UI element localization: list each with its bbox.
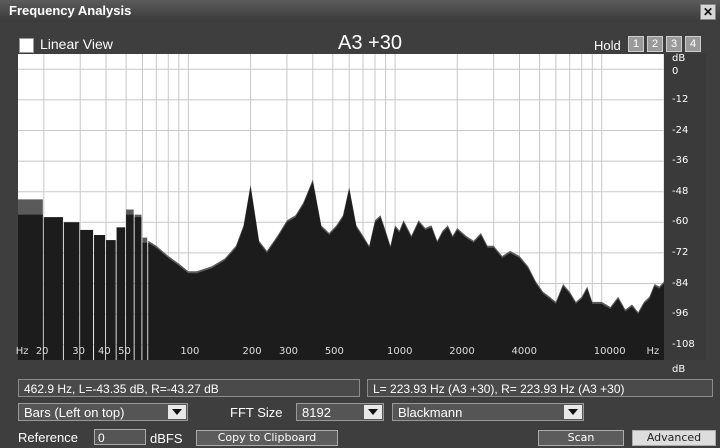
window-function-select[interactable]: Blackmann: [392, 403, 584, 421]
spectrum-bar-left: [142, 242, 148, 360]
frequency-tick-label: Hz: [646, 346, 660, 357]
chevron-down-icon[interactable]: [168, 405, 186, 419]
fft-size-label: FFT Size: [230, 405, 283, 420]
close-icon[interactable]: ✕: [700, 4, 716, 20]
fft-size-value: 8192: [302, 405, 331, 420]
display-mode-value: Bars (Left on top): [24, 405, 125, 420]
frequency-tick-label: 40: [98, 346, 111, 357]
spectrum-bar-left: [63, 222, 80, 360]
spectrum-bar-left: [80, 229, 94, 360]
db-tick-label: -84: [672, 277, 689, 289]
cursor-readout: 462.9 Hz, L=-43.35 dB, R=-43.27 dB: [18, 379, 360, 397]
db-tick-label: dB: [672, 364, 686, 376]
db-tick-label: 0: [672, 65, 679, 77]
frequency-tick-label: 500: [324, 346, 344, 357]
db-tick-label: -108: [672, 338, 695, 350]
window-function-value: Blackmann: [398, 405, 463, 420]
frequency-tick-label: Hz: [15, 346, 29, 357]
peak-readout: L= 223.93 Hz (A3 +30), R= 223.93 Hz (A3 …: [367, 379, 713, 397]
frequency-tick-label: 300: [278, 346, 299, 357]
spectrum-bar-left: [18, 214, 43, 360]
chevron-down-icon[interactable]: [564, 405, 582, 419]
frequency-tick-label: 4000: [511, 346, 537, 357]
frequency-tick-label: 200: [242, 346, 262, 357]
note-readout: A3 +30: [338, 32, 402, 54]
frequency-tick-label: 2000: [449, 346, 475, 357]
hold-button-3[interactable]: 3: [666, 36, 682, 52]
frequency-tick-label: 30: [72, 346, 85, 357]
db-tick-label: -60: [672, 216, 689, 228]
linear-view-label[interactable]: Linear View: [40, 36, 113, 52]
frequency-tick-label: 20: [35, 346, 49, 357]
db-tick-label: -48: [672, 185, 689, 197]
db-tick-label: dB: [672, 53, 686, 65]
spectrum-bar-left: [126, 214, 134, 360]
spectrum-bar-left: [116, 227, 126, 360]
scan-button[interactable]: Scan: [538, 430, 624, 446]
title-bar: Frequency Analysis ✕: [0, 0, 720, 22]
db-tick-label: -36: [672, 155, 689, 167]
reference-label: Reference: [18, 430, 78, 445]
hold-button-2[interactable]: 2: [647, 36, 663, 52]
spectrum-area-left: [148, 181, 664, 360]
frequency-tick-label: 50: [118, 346, 131, 357]
chevron-down-icon[interactable]: [364, 405, 382, 419]
hold-label: Hold: [594, 38, 621, 53]
spectrum-bar-left: [94, 235, 106, 360]
frequency-tick-label: 100: [180, 346, 200, 357]
reference-input[interactable]: 0: [94, 429, 146, 445]
db-tick-label: -12: [672, 93, 689, 105]
frequency-tick-label: 10000: [593, 346, 626, 357]
spectrum-bar-left: [43, 217, 63, 360]
db-tick-label: -96: [672, 308, 689, 320]
fft-size-select[interactable]: 8192: [296, 403, 384, 421]
db-tick-label: -24: [672, 124, 689, 136]
linear-view-checkbox[interactable]: [19, 38, 34, 53]
advanced-button[interactable]: Advanced: [632, 430, 716, 446]
spectrum-bar-left: [134, 217, 142, 360]
spectrum-bar-left: [106, 240, 116, 360]
hold-button-1[interactable]: 1: [628, 36, 644, 52]
hold-button-4[interactable]: 4: [685, 36, 701, 52]
window-title: Frequency Analysis: [9, 3, 132, 18]
copy-to-clipboard-button[interactable]: Copy to Clipboard: [196, 430, 338, 446]
frequency-tick-label: 1000: [387, 346, 413, 357]
dbfs-label: dBFS: [150, 431, 183, 446]
db-tick-label: -72: [672, 246, 689, 258]
db-axis: [664, 54, 706, 360]
spectrum-plot[interactable]: [18, 54, 664, 360]
display-mode-select[interactable]: Bars (Left on top): [18, 403, 188, 421]
